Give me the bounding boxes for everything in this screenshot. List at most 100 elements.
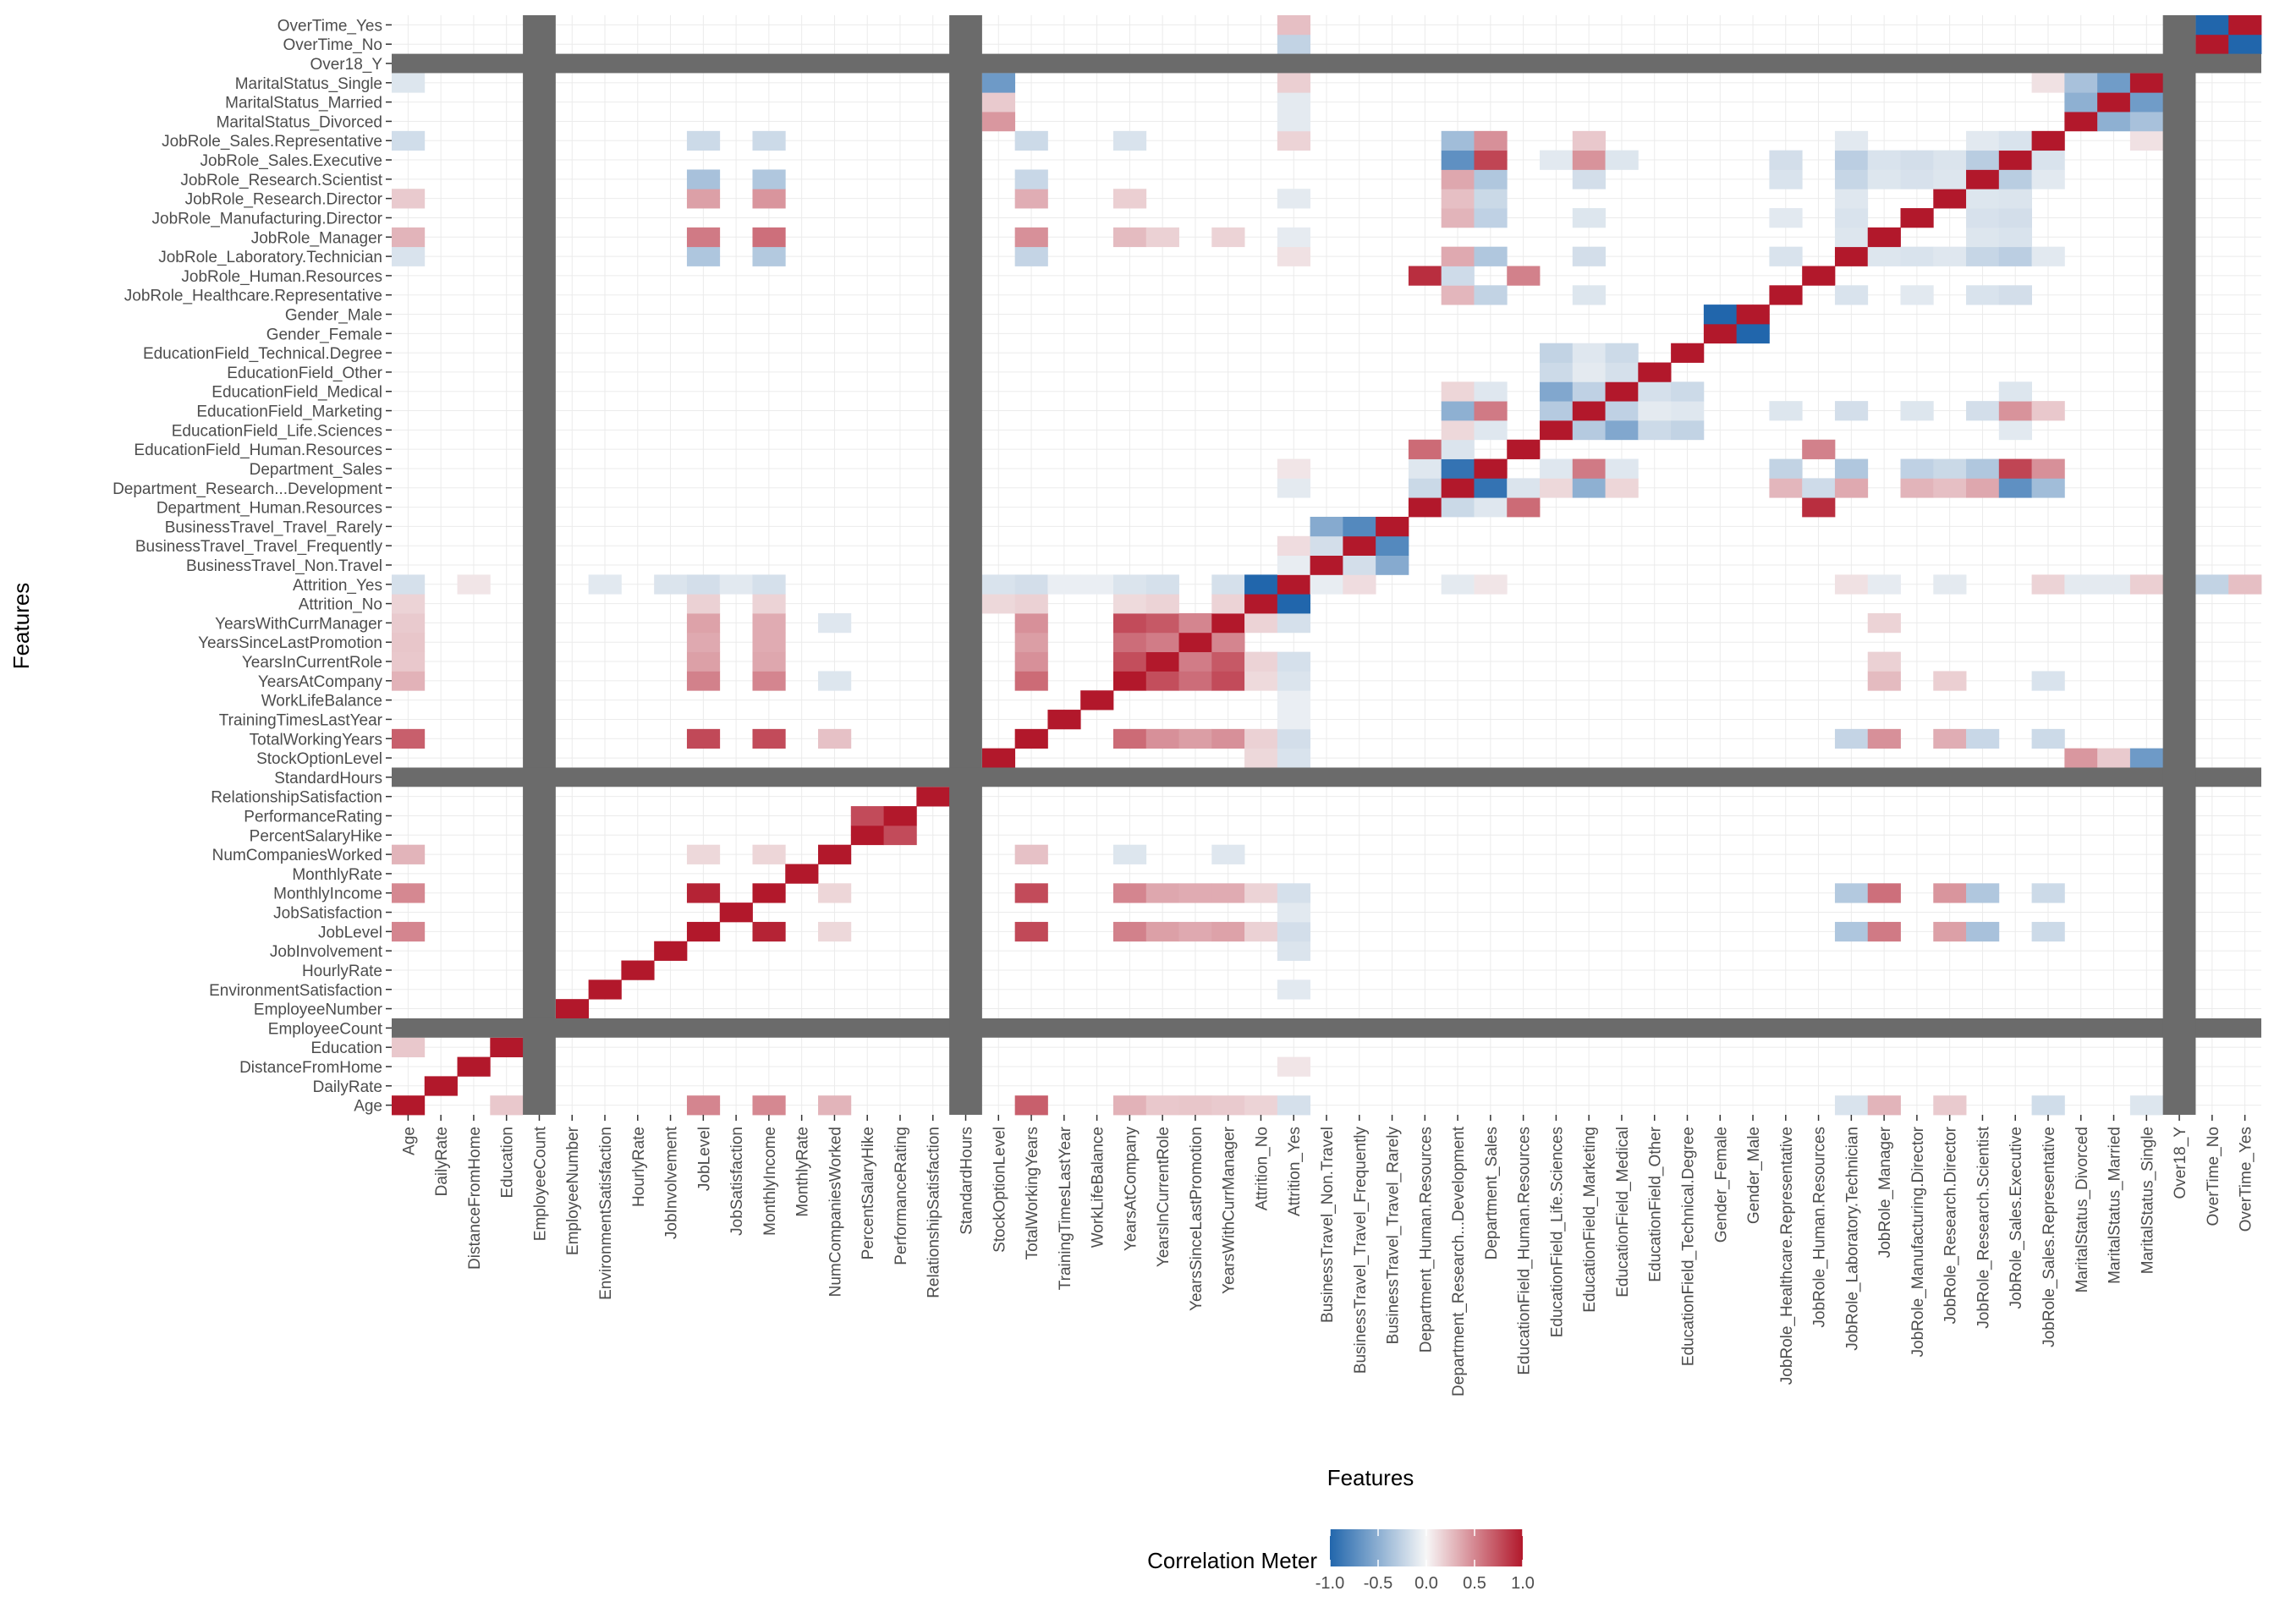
heatmap-cell [1112,227,1147,248]
heatmap-cell [1474,458,1508,479]
y-tick-label: EducationField_Human.Resources [134,442,382,459]
y-tick-label: PerformanceRating [244,808,382,826]
heatmap-cell [1441,285,1475,305]
x-tick-label: Age [400,1127,418,1155]
heatmap-cell [686,169,721,189]
heatmap-cell [752,844,786,864]
x-tick-label: OverTime_Yes [2238,1127,2255,1232]
heatmap-cell [818,671,852,691]
heatmap-cell [818,613,852,634]
heatmap-cell [1408,458,1442,479]
heatmap-cell [1474,189,1508,209]
heatmap-cell [1834,169,1869,189]
heatmap-cell [1507,266,1541,286]
heatmap-cell [1572,208,1606,228]
heatmap-cell [392,189,426,209]
heatmap-cell [1277,690,1311,710]
x-tick-label: EducationField_Technical.Degree [1679,1127,1697,1366]
heatmap-cell [1572,458,1606,479]
heatmap-cell [752,1095,786,1116]
heatmap-cell [1277,458,1311,479]
heatmap-cell [1867,574,1901,595]
y-tick-label: YearsWithCurrManager [215,615,382,633]
heatmap-cell [1966,883,2000,903]
y-tick-label: OverTime_Yes [277,17,382,35]
y-tick-label: BusinessTravel_Travel_Frequently [135,538,383,556]
heatmap-cell [1834,208,1869,228]
na-band-row [392,53,2261,74]
legend-ticks: -1.0 -0.5 0.0 0.5 1.0 [1316,1529,1535,1593]
heatmap-cell [1310,574,1343,595]
heatmap-cell [1441,208,1475,228]
heatmap-cell [1834,921,1869,942]
heatmap-cell [1014,130,1048,151]
heatmap-cell [1376,516,1409,537]
heatmap-cell [1145,574,1179,595]
y-tick-label: EducationField_Other [227,365,382,382]
heatmap-cell [1145,632,1179,653]
heatmap-cell [1998,246,2032,266]
heatmap-cell [686,227,721,248]
heatmap-cell [1474,401,1508,421]
heatmap-cell [686,921,721,942]
heatmap-cell [1112,632,1147,653]
heatmap-cell [1112,921,1147,942]
heatmap-cell [2031,728,2065,749]
heatmap-cell [1474,285,1508,305]
y-tick-label: JobLevel [318,924,382,941]
na-band-column [523,15,556,1115]
heatmap-cell [883,825,917,846]
heatmap-cell [457,574,491,595]
heatmap-cell [1966,150,2000,170]
y-tick-label: JobRole_Human.Resources [181,268,382,286]
na-band-row [392,767,2261,787]
heatmap-cell [2129,92,2164,112]
y-tick-label: EmployeeCount [268,1020,383,1038]
heatmap-cell [1834,285,1869,305]
heatmap-cell [1178,921,1212,942]
heatmap-cell [1014,594,1048,614]
heatmap-cell [1933,671,1967,691]
x-tick-label: JobRole_Healthcare.Representative [1778,1127,1796,1385]
heatmap-cell [1540,458,1574,479]
heatmap-cell [2097,92,2131,112]
heatmap-cell [752,632,786,653]
heatmap-cell [818,844,852,864]
heatmap-cell [686,594,721,614]
heatmap-cell [1834,574,1869,595]
heatmap-cell [1769,458,1803,479]
heatmap-cell [1080,690,1114,710]
heatmap-cell [1605,381,1639,402]
y-tick-label: Age [354,1098,382,1116]
heatmap-cell [1572,381,1606,402]
legend-tick-label: 0.5 [1463,1574,1486,1593]
heatmap-cell [654,574,688,595]
x-tick-label: TotalWorkingYears [1024,1127,1041,1259]
heatmap-cell [2064,92,2098,112]
y-tick-label: NumCompaniesWorked [212,847,382,864]
heatmap-cell [1867,227,1901,248]
heatmap-cell [424,1076,458,1096]
heatmap-cell [1112,189,1147,209]
heatmap-cell [1540,362,1574,382]
x-tick-label: Department_Sales [1483,1127,1501,1259]
heatmap-cell [1112,130,1147,151]
x-tick-label: EducationField_Other [1647,1126,1665,1281]
x-tick-label: MaritalStatus_Married [2106,1127,2124,1284]
y-tick-label: BusinessTravel_Non.Travel [186,557,382,575]
heatmap-cell [1014,728,1048,749]
y-tick-label: EducationField_Life.Sciences [172,422,382,440]
x-tick-label: RelationshipSatisfaction [926,1127,943,1298]
heatmap-cell [1507,497,1541,518]
heatmap-cell [752,227,786,248]
heatmap-cell [1211,594,1245,614]
heatmap-cell [1703,304,1738,325]
heatmap-cell [1408,478,1442,498]
heatmap-cell [2064,748,2098,768]
heatmap-cell [1966,189,2000,209]
x-tick-label: EducationField_Marketing [1581,1127,1599,1313]
heatmap-cell [1998,150,2032,170]
heatmap-cell [392,227,426,248]
heatmap-cell [1834,401,1869,421]
heatmap-cell [1998,227,2032,248]
